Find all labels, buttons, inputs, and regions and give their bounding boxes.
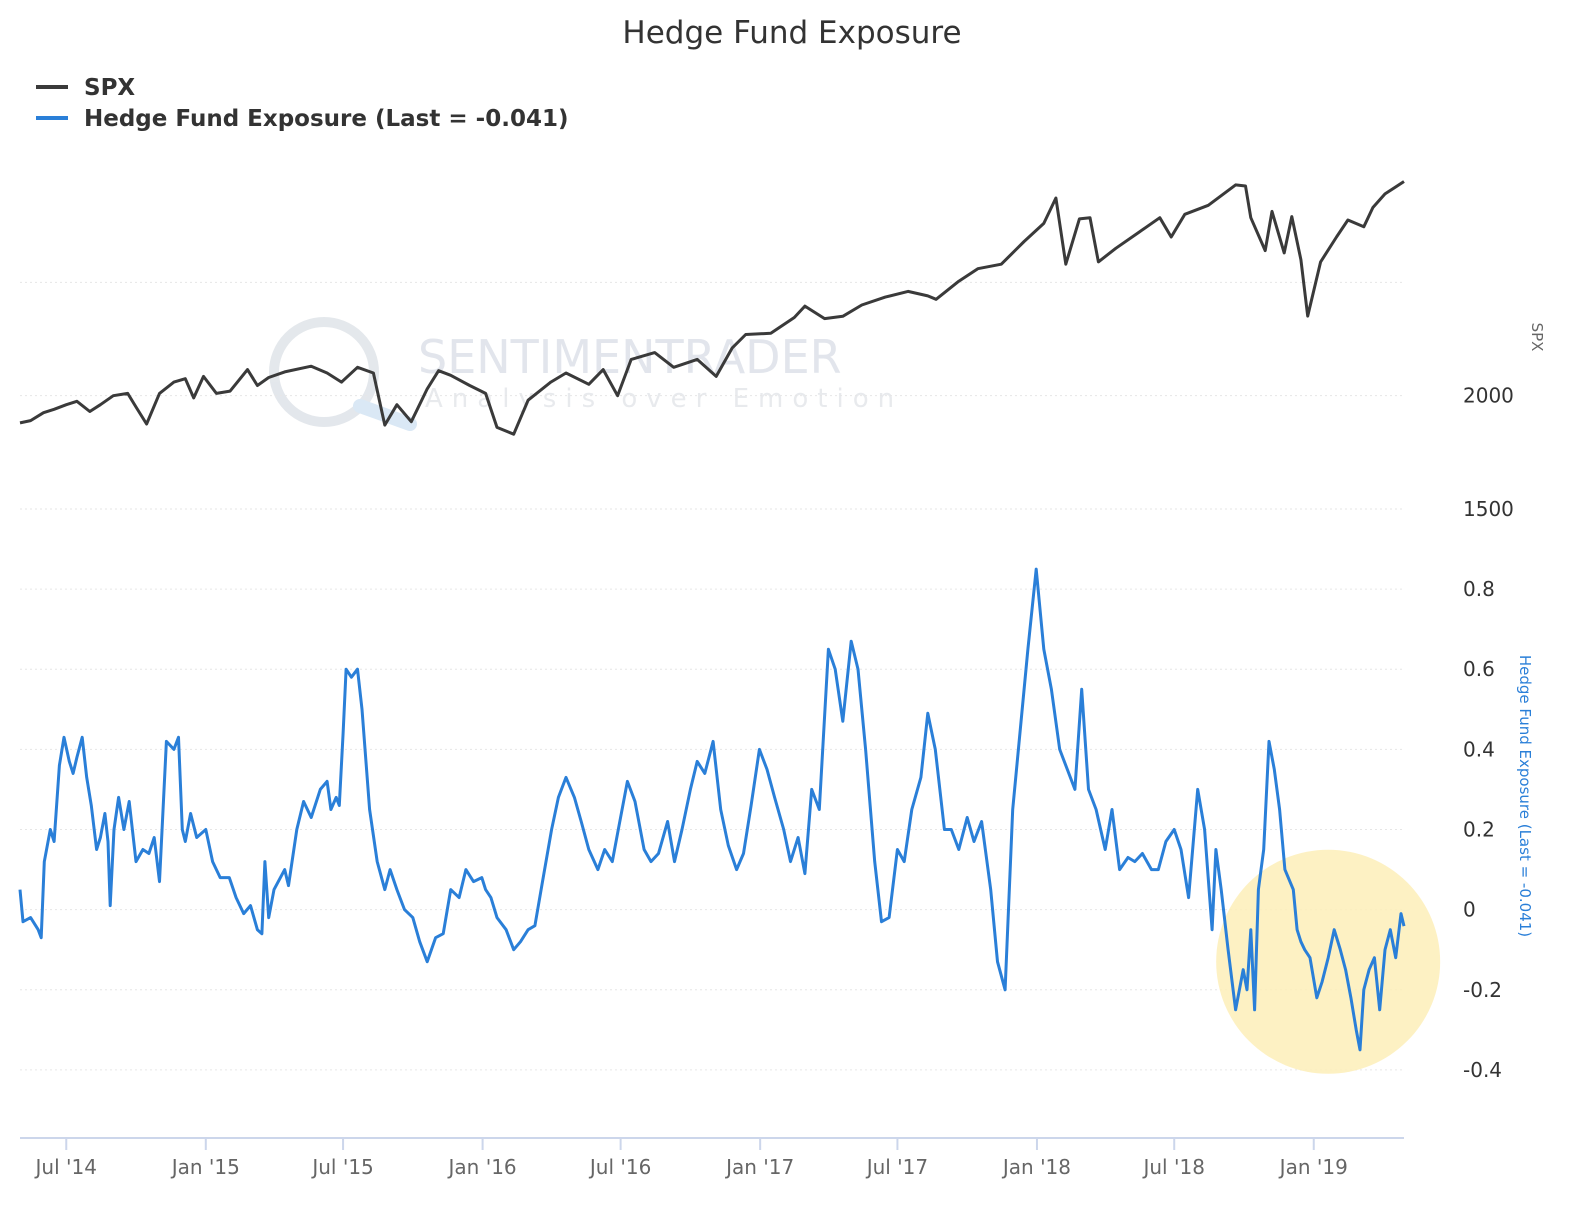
x-tick-label: Jul '14 xyxy=(34,1155,97,1179)
spx-series-line xyxy=(19,180,1405,436)
hfe-y-tick-label: -0.2 xyxy=(1463,978,1502,1002)
watermark: SENTIMENTRADER Analysis over Emotion xyxy=(269,317,903,431)
x-tick-label: Jan '16 xyxy=(447,1155,517,1179)
gridlines xyxy=(20,281,1404,1071)
x-tick-label: Jan '15 xyxy=(170,1155,240,1179)
spx-y-tick-label: 2000 xyxy=(1463,384,1514,408)
hfe-y-tick-label: 0 xyxy=(1463,898,1476,922)
hfe-y-tick-label: 0.2 xyxy=(1463,818,1495,842)
x-tick-label: Jul '17 xyxy=(865,1155,928,1179)
x-axis: Jul '14 Jan '15 Jul '15 Jan '16 Jul '16 Jan '… xyxy=(20,1137,1404,1179)
legend-label-spx: SPX xyxy=(84,75,135,101)
hfe-series-line xyxy=(18,567,1406,1052)
hfe-y-tick-label: -0.4 xyxy=(1463,1058,1502,1082)
chart-title: Hedge Fund Exposure xyxy=(622,15,961,51)
x-tick-label: Jul '18 xyxy=(1141,1155,1204,1179)
hfe-y-tick-label: 0.8 xyxy=(1463,577,1495,601)
hfe-y-tick-label: 0.4 xyxy=(1463,737,1495,761)
spx-axis-title: SPX xyxy=(1528,323,1546,352)
x-tick-label: Jan '17 xyxy=(724,1155,794,1179)
spx-y-tick-label: 1500 xyxy=(1463,497,1514,521)
series-layer xyxy=(18,180,1406,1052)
watermark-magnifier-handle xyxy=(353,399,417,431)
x-axis-ticks: Jul '14 Jan '15 Jul '15 Jan '16 Jul '16 Jan '… xyxy=(34,1138,1348,1179)
legend-item-hedge-fund-exposure[interactable]: Hedge Fund Exposure (Last = -0.041) xyxy=(36,106,568,132)
hfe-y-tick-label: 0.6 xyxy=(1463,657,1495,681)
watermark-brand: SENTIMENTRADER xyxy=(418,330,842,384)
legend-label-hedge-fund-exposure: Hedge Fund Exposure (Last = -0.041) xyxy=(84,106,568,132)
x-tick-label: Jul '16 xyxy=(588,1155,651,1179)
x-tick-label: Jan '19 xyxy=(1278,1155,1348,1179)
legend[interactable]: SPX Hedge Fund Exposure (Last = -0.041) xyxy=(36,75,568,132)
legend-item-spx[interactable]: SPX xyxy=(36,75,135,101)
x-tick-label: Jul '15 xyxy=(310,1155,373,1179)
x-tick-label: Jan '18 xyxy=(1001,1155,1071,1179)
watermark-tagline: Analysis over Emotion xyxy=(425,384,903,414)
hedge-fund-exposure-axis-title: Hedge Fund Exposure (Last = -0.041) xyxy=(1516,655,1534,937)
y-axes: 1500 2000 0.8 0.6 0.4 0.2 0 -0.2 -0.4 xyxy=(1463,384,1514,1082)
